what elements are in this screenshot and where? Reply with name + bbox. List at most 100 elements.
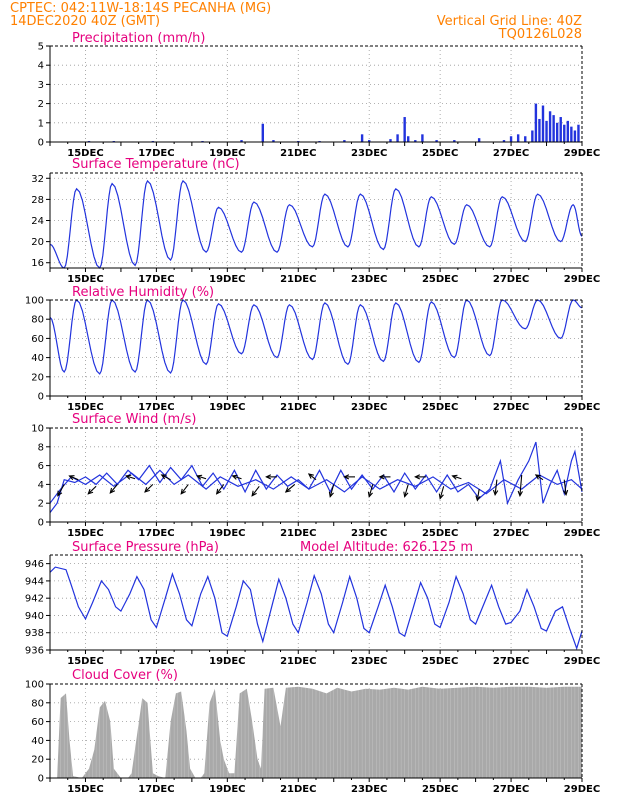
wind-arrow-head: [160, 474, 167, 480]
wind-arrow-head: [231, 474, 238, 480]
precip-bar: [545, 120, 548, 142]
precip-bar: [577, 124, 580, 142]
wind-arrow: [57, 484, 65, 496]
precip-bar: [261, 123, 264, 142]
x-tick-label: 25DEC: [422, 148, 458, 159]
panel-cloud-cover: Cloud Cover (%) 0 20 40 60 80 100 15DEC 17DEC 19D…: [25, 668, 600, 795]
x-tick-label: 17DEC: [138, 784, 174, 795]
wind-arrow-head: [68, 475, 75, 481]
wind-gust-line: [49, 469, 583, 504]
panel-precipitation: Precipitation (mm/h) 0 1 2 3 4 5 15DEC 17DEC 19DE…: [38, 31, 601, 159]
x-tick-label: 15DEC: [67, 656, 103, 667]
precip-bar: [389, 139, 392, 142]
y-tick-label: 20: [31, 237, 44, 248]
precip-bar: [421, 134, 424, 142]
x-tick-label: 19DEC: [209, 784, 245, 795]
x-tick-label: 23DEC: [351, 528, 387, 539]
x-tick-label: 15DEC: [67, 148, 103, 159]
y-tick-label: 942: [25, 594, 44, 605]
wind-arrow-head: [215, 488, 222, 495]
header-station: CPTEC: 042:11W-18:14S PECANHA (MG): [10, 1, 271, 16]
wind-arrow-head: [307, 473, 314, 479]
y-tick-label: 946: [25, 559, 44, 570]
y-tick-label: 2: [38, 99, 44, 110]
x-tick-label: 29DEC: [564, 784, 600, 795]
wind-arrow-head: [195, 474, 203, 480]
precip-bar: [343, 140, 346, 142]
x-tick-label: 29DEC: [564, 656, 600, 667]
series-line-temperature: [49, 179, 583, 270]
y-tick-label: 1: [38, 118, 44, 129]
wind-arrow: [69, 475, 79, 481]
wind-arrow: [535, 474, 544, 481]
wind-arrow: [251, 485, 260, 497]
wind-arrow-head: [534, 474, 541, 480]
x-tick-label: 29DEC: [564, 528, 600, 539]
wind-arrow-head: [403, 491, 409, 498]
x-tick-label: 17DEC: [138, 402, 174, 413]
panel-pressure: Surface Pressure (hPa) Model Altitude: 62…: [25, 540, 600, 667]
y-tick-label: 3: [38, 80, 44, 91]
panel-wind: Surface Wind (m/s) 0 2 4 6 8 10 15DEC 17DEC 19DEC…: [31, 412, 600, 539]
x-tick-label: 19DEC: [209, 274, 245, 285]
x-tick-label: 15DEC: [67, 274, 103, 285]
precip-bar: [360, 134, 364, 142]
wind-arrow-head: [517, 490, 523, 497]
precip-bar: [538, 118, 541, 142]
y-tick-label: 936: [25, 646, 44, 657]
y-tick-label: 24: [31, 216, 44, 227]
wind-arrow-head: [87, 488, 94, 495]
x-tick-label: 19DEC: [209, 402, 245, 413]
wind-arrow-head: [109, 487, 116, 494]
wind-arrow: [232, 475, 242, 480]
wind-arrow: [439, 486, 445, 499]
y-tick-label: 20: [31, 372, 44, 383]
x-tick-label: 25DEC: [422, 402, 458, 413]
wind-arrow-head: [284, 487, 291, 493]
precip-bar: [548, 111, 552, 142]
y-tick-label: 0: [38, 774, 44, 785]
x-tick-label: 17DEC: [138, 528, 174, 539]
x-tick-label: 25DEC: [422, 656, 458, 667]
x-tick-label: 19DEC: [209, 656, 245, 667]
panel-title-wind: Surface Wind (m/s): [72, 412, 196, 427]
y-tick-label: 2: [38, 499, 44, 510]
wind-arrow-head: [451, 474, 458, 480]
x-tick-label: 27DEC: [493, 784, 529, 795]
precip-bar: [534, 103, 538, 142]
y-tick-label: 944: [25, 576, 44, 587]
panels: Precipitation (mm/h) 0 1 2 3 4 5 15DEC 17DEC 19DE…: [25, 31, 600, 795]
precip-bar: [559, 117, 562, 142]
y-tick-label: 60: [31, 717, 44, 728]
y-tick-label: 60: [31, 334, 44, 345]
x-tick-label: 25DEC: [422, 784, 458, 795]
wind-arrow-head: [265, 474, 272, 480]
wind-arrow-head: [475, 495, 481, 502]
series-line-pressure: [49, 566, 583, 651]
y-tick-label: 6: [38, 461, 44, 472]
precip-bar: [555, 122, 559, 142]
y-tick-label: 0: [38, 392, 44, 403]
x-tick-label: 21DEC: [280, 528, 316, 539]
x-tick-label: 21DEC: [280, 656, 316, 667]
x-tick-label: 19DEC: [209, 148, 245, 159]
y-tick-label: 10: [31, 424, 44, 435]
y-tick-label: 40: [31, 353, 44, 364]
panel-title-cloud-cover: Cloud Cover (%): [72, 668, 178, 683]
precip-bar: [453, 140, 456, 142]
x-tick-label: 29DEC: [564, 274, 600, 285]
precip-bar: [477, 138, 481, 142]
wind-arrow: [216, 484, 225, 495]
x-tick-label: 29DEC: [564, 148, 600, 159]
y-tick-label: 940: [25, 611, 44, 622]
x-tick-label: 27DEC: [493, 274, 529, 285]
wind-arrow: [563, 479, 567, 495]
y-tick-label: 0: [38, 138, 44, 149]
wind-arrow: [285, 483, 296, 493]
wind-arrow-head: [414, 474, 421, 480]
y-tick-label: 32: [31, 174, 44, 185]
precip-bar: [524, 136, 527, 142]
x-tick-label: 19DEC: [209, 528, 245, 539]
wind-arrow-head: [492, 489, 499, 496]
panel-annotation-pressure: Model Altitude: 626.125 m: [300, 540, 473, 555]
